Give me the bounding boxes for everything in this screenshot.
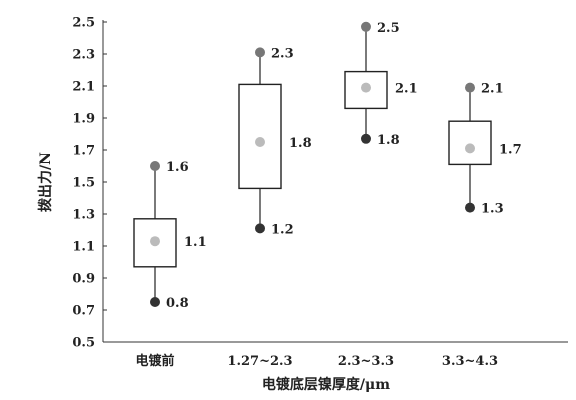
y-tick-label: 2.5: [72, 16, 95, 31]
max-data-label: 2.3: [271, 46, 294, 61]
min-point: [255, 223, 265, 234]
min-data-label: 0.8: [166, 296, 189, 311]
mean-data-label: 1.1: [184, 235, 207, 250]
x-category-label: 1.27~2.3: [227, 354, 292, 369]
box-group: 2.3 1.8 1.2: [238, 46, 312, 237]
min-point: [465, 202, 475, 213]
box-group: 2.1 1.7 1.3: [448, 82, 522, 217]
max-data-label: 2.1: [481, 82, 504, 97]
mean-data-label: 2.1: [395, 82, 418, 97]
y-tick-label: 0.7: [72, 304, 95, 319]
max-point: [465, 82, 475, 93]
y-tick-label: 1.7: [72, 144, 95, 159]
min-point: [361, 133, 371, 144]
y-tick-label: 1.5: [72, 176, 95, 191]
mean-point: [361, 82, 371, 93]
max-point: [361, 21, 371, 32]
max-data-label: 2.5: [377, 21, 400, 36]
max-data-label: 1.6: [166, 160, 189, 175]
y-tick-label: 0.9: [72, 272, 95, 287]
mean-point: [465, 143, 475, 154]
min-point: [150, 297, 160, 307]
box-series: 1.6 1.1 0.8 2.3 1.8 1.2 2.5 2.1 1.8 2.1 1.7 1.3: [133, 21, 522, 311]
x-category-label: 2.3~3.3: [338, 354, 394, 369]
box-rect: [448, 120, 492, 166]
y-tick-label: 1.3: [72, 208, 95, 223]
box-group: 1.6 1.1 0.8: [133, 160, 207, 311]
box-rect: [238, 83, 282, 190]
y-tick-label: 0.5: [72, 336, 95, 351]
x-axis-title: 电镀底层镍厚度/μm: [262, 376, 390, 393]
x-category-label: 3.3~4.3: [442, 354, 498, 369]
y-tick-label: 1.1: [72, 240, 95, 255]
max-point: [255, 47, 265, 58]
y-axis-title: 拨出力/N: [37, 152, 54, 212]
max-point: [150, 161, 160, 171]
y-tick-label: 2.1: [72, 80, 95, 95]
axes: 0.5 0.7 0.9 1.1 1.3 1.5 1.7 1.9 2.1 2.3 2.5 电镀前 1.27…: [72, 16, 568, 369]
min-data-label: 1.2: [271, 222, 294, 237]
y-tick-label: 1.9: [72, 112, 95, 127]
x-category-label: 电镀前: [135, 353, 174, 369]
mean-data-label: 1.7: [499, 142, 522, 157]
mean-data-label: 1.8: [289, 136, 312, 151]
box-group: 2.5 2.1 1.8: [344, 21, 418, 148]
min-data-label: 1.3: [481, 202, 504, 217]
y-tick-label: 2.3: [72, 48, 95, 63]
min-data-label: 1.8: [377, 133, 400, 148]
mean-point: [150, 236, 160, 247]
mean-point: [255, 137, 265, 147]
